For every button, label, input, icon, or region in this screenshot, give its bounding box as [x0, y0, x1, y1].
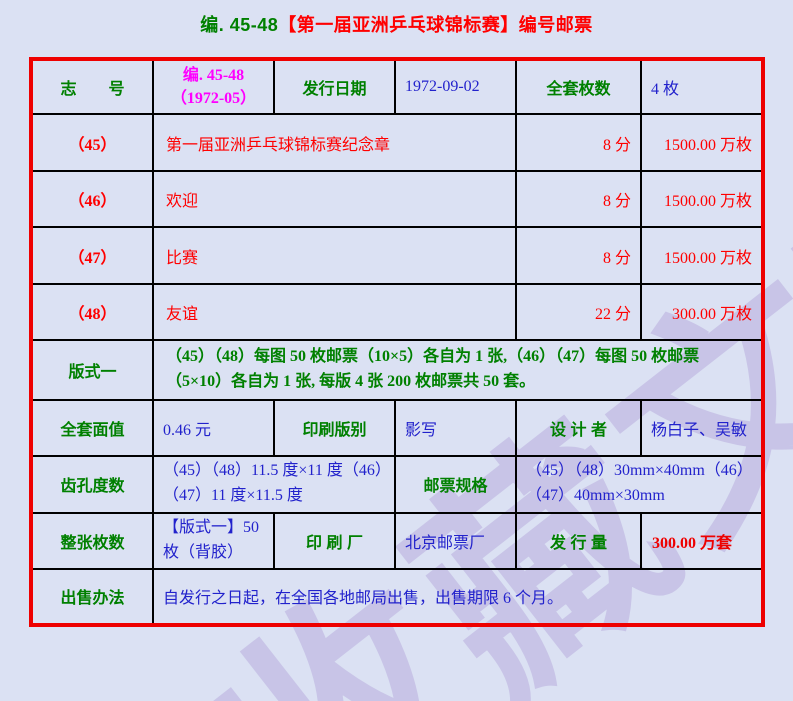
stamp-number: （45） [30, 113, 154, 172]
stamp-number: （48） [30, 283, 154, 341]
stamp-quantity: 1500.00 万枚 [640, 113, 764, 172]
stamp-number: （47） [30, 226, 154, 285]
face-value: 0.46 元 [152, 398, 275, 457]
catalog-id-line1: 编. 45-48 [182, 66, 245, 84]
catalog-id-label: 志 号 [30, 58, 154, 115]
perforation-value: （45）（48）11.5 度×11 度（46）（47）11 度×11.5 度 [152, 454, 396, 514]
sale-method-value: 自发行之日起，在全国各地邮局出售，出售期限 6 个月。 [152, 567, 764, 626]
printer-value: 北京邮票厂 [394, 511, 517, 570]
table-row-stamp-48: （48） 友谊 22 分 300.00 万枚 [30, 283, 764, 341]
stamp-denomination: 22 分 [515, 283, 642, 341]
title-catalog-number: 编. 45-48 [200, 15, 279, 35]
stamp-size-value: （45）（48）30mm×40mm（46）（47）40mm×30mm [515, 454, 764, 514]
stamp-name: 欢迎 [152, 170, 517, 228]
stamp-quantity: 1500.00 万枚 [640, 226, 764, 285]
stamp-denomination: 8 分 [515, 113, 642, 172]
stamp-number: （46） [30, 170, 154, 228]
stamp-denomination: 8 分 [515, 226, 642, 285]
table-row-sheet-format: 版式一 （45）（48）每图 50 枚邮票（10×5）各自为 1 张,（46）（… [30, 339, 764, 401]
table-row-perforation: 齿孔度数 （45）（48）11.5 度×11 度（46）（47）11 度×11.… [30, 454, 764, 514]
table-row-header: 志 号 编. 45-48 （1972-05） 发行日期 1972-09-02 全… [30, 58, 764, 115]
print-type-value: 影写 [394, 398, 517, 457]
stamp-quantity: 300.00 万枚 [640, 283, 764, 341]
stamp-name: 第一届亚洲乒乓球锦标赛纪念章 [152, 113, 517, 172]
table-row-stamp-45: （45） 第一届亚洲乒乓球锦标赛纪念章 8 分 1500.00 万枚 [30, 113, 764, 172]
perforation-label: 齿孔度数 [30, 454, 154, 514]
table-row-stamp-47: （47） 比赛 8 分 1500.00 万枚 [30, 226, 764, 285]
issue-quantity-value: 300.00 万套 [640, 511, 764, 570]
table-row-stamp-46: （46） 欢迎 8 分 1500.00 万枚 [30, 170, 764, 228]
table-row-face-value: 全套面值 0.46 元 印刷版别 影写 设 计 者 杨白子、吴敏 [30, 398, 764, 457]
sale-method-label: 出售办法 [30, 567, 154, 626]
stamp-size-label: 邮票规格 [394, 454, 517, 514]
stamp-name: 友谊 [152, 283, 517, 341]
print-type-label: 印刷版别 [273, 398, 396, 457]
catalog-id-value: 编. 45-48 （1972-05） [152, 58, 275, 115]
catalog-id-line2: （1972-05） [170, 90, 257, 107]
sheet-format-label: 版式一 [30, 339, 154, 401]
sheet-count-label: 整张枚数 [30, 511, 154, 570]
sheet-format-description: （45）（48）每图 50 枚邮票（10×5）各自为 1 张,（46）（47）每… [152, 339, 764, 401]
stamp-info-table: 志 号 编. 45-48 （1972-05） 发行日期 1972-09-02 全… [29, 57, 765, 627]
table-row-sheet-count: 整张枚数 【版式一】50 枚（背胶） 印 刷 厂 北京邮票厂 发 行 量 300… [30, 511, 764, 570]
printer-label: 印 刷 厂 [273, 511, 396, 570]
face-value-label: 全套面值 [30, 398, 154, 457]
set-count-value: 4 枚 [640, 58, 764, 115]
stamp-name: 比赛 [152, 226, 517, 285]
set-count-label: 全套枚数 [515, 58, 642, 115]
stamp-denomination: 8 分 [515, 170, 642, 228]
page-title: 编. 45-48【第一届亚洲乒乓球锦标赛】编号邮票 [0, 11, 793, 37]
designer-label: 设 计 者 [515, 398, 642, 457]
designer-value: 杨白子、吴敏 [640, 398, 764, 457]
sheet-count-value: 【版式一】50 枚（背胶） [152, 511, 275, 570]
title-main-text: 【第一届亚洲乒乓球锦标赛】编号邮票 [278, 15, 593, 35]
issue-date-label: 发行日期 [273, 58, 396, 115]
issue-quantity-label: 发 行 量 [515, 511, 642, 570]
issue-date-value: 1972-09-02 [394, 58, 517, 115]
stamp-quantity: 1500.00 万枚 [640, 170, 764, 228]
table-row-sale-method: 出售办法 自发行之日起，在全国各地邮局出售，出售期限 6 个月。 [30, 567, 764, 626]
